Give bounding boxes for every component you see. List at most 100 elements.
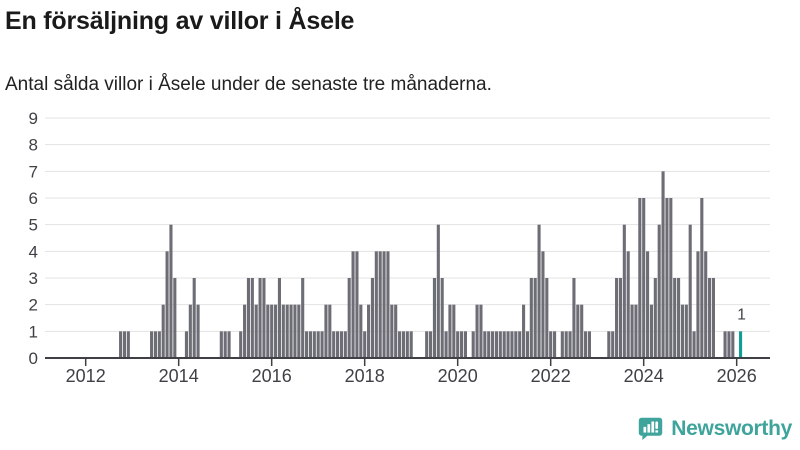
bar	[324, 304, 328, 358]
bar	[607, 331, 611, 358]
bar	[382, 251, 386, 358]
bar	[642, 198, 646, 358]
axis-label: 2	[29, 296, 38, 315]
bar	[405, 331, 409, 358]
bar	[618, 278, 622, 358]
axis-label: 2016	[252, 366, 292, 386]
bar	[479, 304, 483, 358]
bar	[611, 331, 615, 358]
bar	[188, 304, 192, 358]
bar	[549, 331, 553, 358]
axis-label: 4	[29, 242, 38, 261]
axis-label: 0	[29, 349, 38, 368]
bar	[460, 331, 464, 358]
bar	[339, 331, 343, 358]
bar	[584, 331, 588, 358]
bar	[246, 278, 250, 358]
bar	[293, 304, 297, 358]
bar	[390, 304, 394, 358]
bar	[401, 331, 405, 358]
bar	[510, 331, 514, 358]
bar	[723, 331, 727, 358]
bar	[711, 278, 715, 358]
bar	[219, 331, 223, 358]
bar	[518, 331, 522, 358]
bar	[494, 331, 498, 358]
bar	[704, 251, 708, 358]
bar	[119, 331, 123, 358]
bar	[250, 278, 254, 358]
bar	[553, 331, 557, 358]
bar	[351, 251, 355, 358]
bar	[173, 278, 177, 358]
bar	[491, 331, 495, 358]
bar	[502, 331, 506, 358]
bar	[122, 331, 126, 358]
chart-subtitle: Antal sålda villor i Åsele under de sena…	[5, 74, 492, 95]
bar	[700, 198, 704, 358]
axis-label: 9	[29, 109, 38, 128]
bar	[669, 198, 673, 358]
bar	[270, 304, 274, 358]
bar	[708, 278, 712, 358]
bar	[727, 331, 731, 358]
bar	[277, 278, 281, 358]
bar	[328, 304, 332, 358]
bar	[239, 331, 243, 358]
bar	[568, 331, 572, 358]
newsworthy-icon	[639, 417, 663, 441]
bar	[448, 304, 452, 358]
axis-label: 7	[29, 162, 38, 181]
bar	[157, 331, 161, 358]
axis-label: 3	[29, 269, 38, 288]
newsworthy-wordmark: Newsworthy	[671, 416, 792, 440]
bar	[615, 278, 619, 358]
bar	[266, 304, 270, 358]
bar	[529, 278, 533, 358]
bar	[305, 331, 309, 358]
bar	[440, 278, 444, 358]
bar	[196, 304, 200, 358]
bar	[297, 304, 301, 358]
bar	[487, 331, 491, 358]
axis-label: 8	[29, 136, 38, 155]
highlight-bar	[739, 331, 743, 358]
bar	[363, 331, 367, 358]
bar	[150, 331, 154, 358]
bar	[580, 304, 584, 358]
bar	[436, 224, 440, 358]
bar	[452, 304, 456, 358]
axis-label: 2022	[531, 366, 571, 386]
bar	[665, 198, 669, 358]
page-title: En försäljning av villor i Åsele	[5, 7, 355, 35]
bar	[514, 331, 518, 358]
bar	[731, 331, 735, 358]
bar	[153, 331, 157, 358]
bar	[332, 331, 336, 358]
bar	[622, 224, 626, 358]
bar	[223, 331, 227, 358]
bar	[498, 331, 502, 358]
bar	[646, 251, 650, 358]
bar	[673, 278, 677, 358]
bar	[409, 331, 413, 358]
bar	[301, 278, 305, 358]
axis-label: 1	[29, 322, 38, 341]
bar	[677, 278, 681, 358]
bar	[444, 331, 448, 358]
axis-label: 2012	[66, 366, 106, 386]
bar	[378, 251, 382, 358]
bar	[347, 278, 351, 358]
bar	[274, 304, 278, 358]
axis-label: 2014	[159, 366, 199, 386]
bar	[506, 331, 510, 358]
bar	[525, 331, 529, 358]
bar	[533, 278, 537, 358]
bar	[572, 278, 576, 358]
bar	[688, 224, 692, 358]
bar	[657, 224, 661, 358]
bar	[475, 304, 479, 358]
bar	[564, 331, 568, 358]
bar	[560, 331, 564, 358]
